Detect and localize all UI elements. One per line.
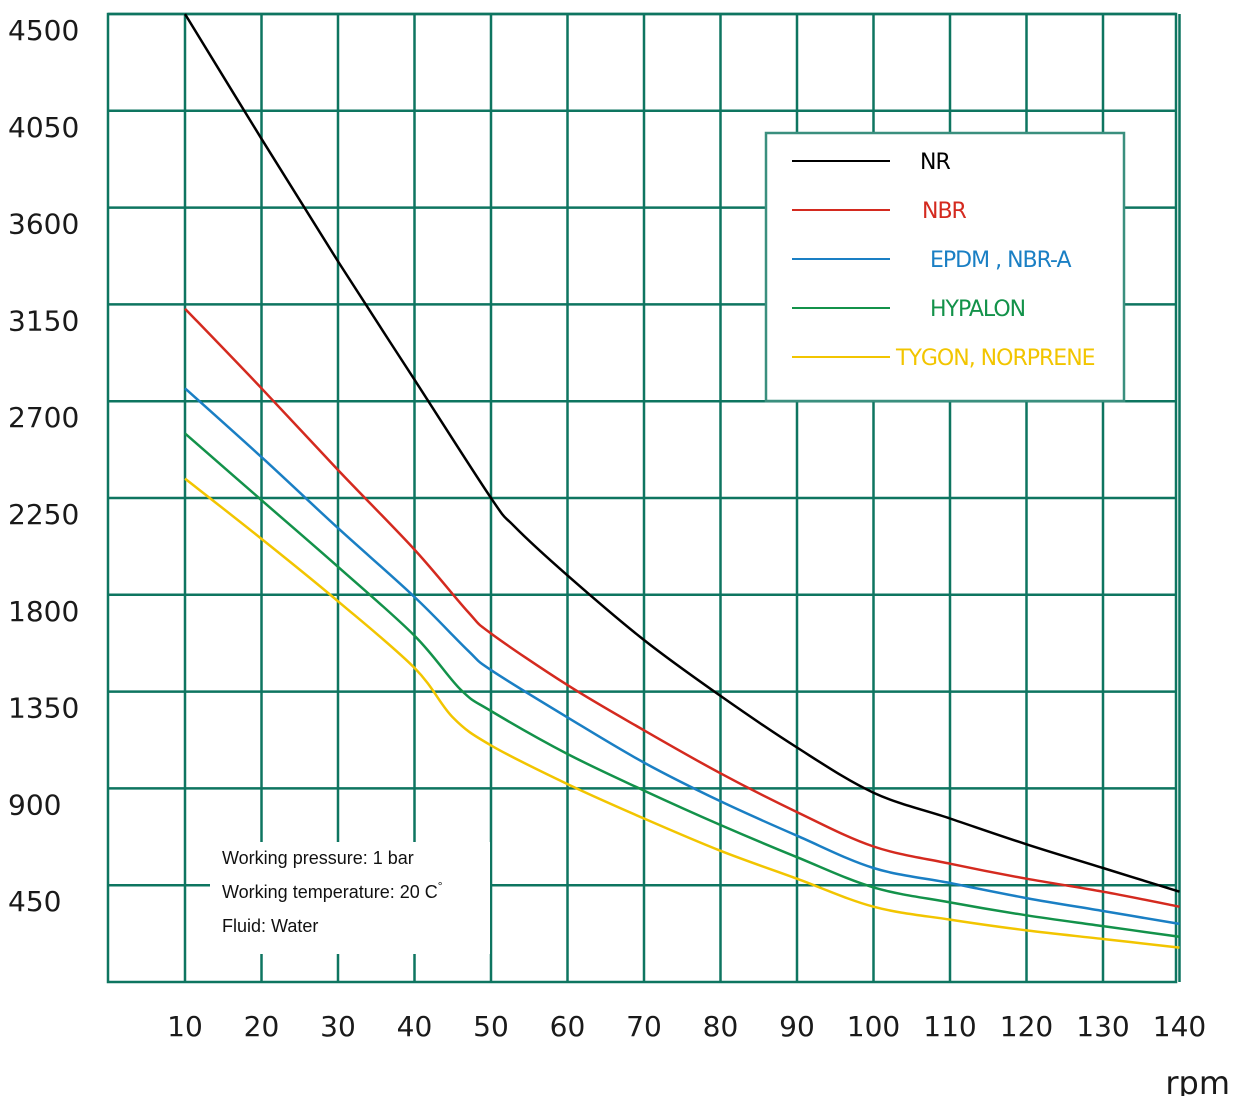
y-tick-label: 3600: [8, 208, 79, 241]
legend-label: NBR: [922, 199, 967, 224]
y-tick-label: 450: [8, 885, 61, 918]
series-line-4: [184, 477, 1180, 949]
conditions-note-line: Fluid: Water: [222, 916, 318, 936]
y-tick-label: 900: [8, 788, 61, 821]
legend-label: EPDM , NBR-A: [930, 248, 1071, 273]
conditions-note-box: [210, 842, 490, 954]
x-tick-label: 120: [1000, 1010, 1053, 1043]
x-axis-unit: rpm: [1165, 1064, 1230, 1096]
series-line-0: [183, 13, 1180, 893]
x-tick-label: 110: [923, 1010, 976, 1043]
y-tick-label: 1350: [8, 692, 79, 725]
series-line-1: [184, 307, 1180, 908]
x-tick-label: 30: [320, 1010, 356, 1043]
x-axis-ticks: 10 20 30 40 50 60 70 80 90 100 110 120 130 140: [167, 1010, 1206, 1043]
legend-label: NR: [920, 150, 950, 175]
x-tick-label: 40: [397, 1010, 433, 1043]
y-tick-label: 2700: [8, 401, 79, 434]
x-tick-label: 20: [244, 1010, 280, 1043]
conditions-note-line: Working temperature: 20 C°: [222, 879, 443, 902]
conditions-note: Working pressure: 1 bar Working temperatu…: [210, 842, 490, 954]
y-tick-label: 1800: [8, 595, 79, 628]
x-tick-label: 100: [847, 1010, 900, 1043]
y-tick-label: 4500: [8, 14, 79, 47]
x-tick-label: 60: [550, 1010, 586, 1043]
y-tick-label: 3150: [8, 304, 79, 337]
degree-symbol: °: [438, 879, 443, 893]
legend-label: TYGON, NORPRENE: [895, 346, 1095, 371]
conditions-note-line: Working pressure: 1 bar: [222, 848, 414, 868]
legend: NR NBR EPDM , NBR-A HYPALON TYGON, NORPRENE: [764, 131, 1126, 403]
y-axis-ticks: 4500 4050 3600 3150 2700 2250 1800 1350 900 450: [8, 14, 79, 918]
series-lines: [183, 13, 1180, 949]
y-tick-label: 2250: [8, 498, 79, 531]
x-tick-label: 80: [703, 1010, 739, 1043]
x-tick-label: 50: [473, 1010, 509, 1043]
x-tick-label: 90: [779, 1010, 815, 1043]
x-tick-label: 140: [1153, 1010, 1206, 1043]
series-line-3: [184, 432, 1180, 939]
y-tick-label: 4050: [8, 111, 79, 144]
legend-label: HYPALON: [930, 297, 1025, 322]
x-tick-label: 10: [167, 1010, 203, 1043]
x-tick-label: 70: [626, 1010, 662, 1043]
series-line-2: [184, 387, 1180, 926]
x-tick-label: 130: [1076, 1010, 1129, 1043]
